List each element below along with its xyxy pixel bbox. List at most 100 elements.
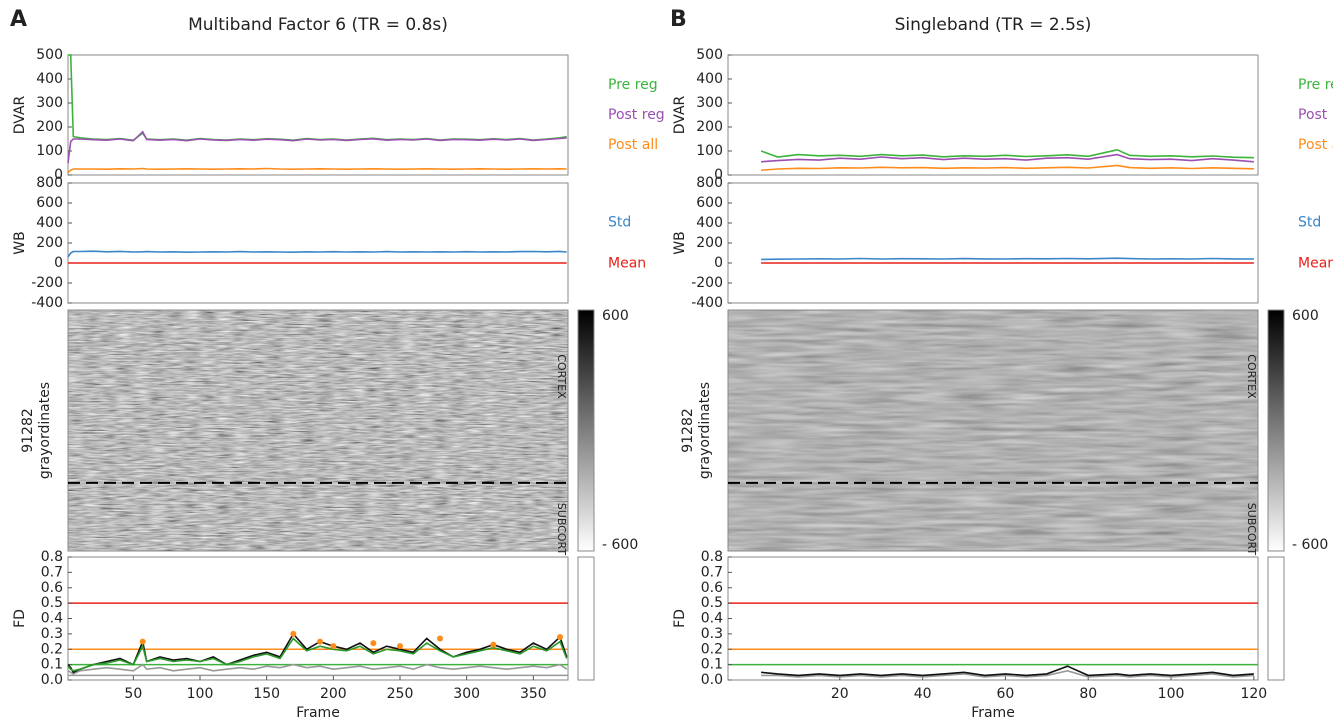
- y-axis-label: WB: [12, 231, 28, 254]
- data-line: [761, 665, 1254, 677]
- y-tick-label: 0.1: [701, 657, 723, 673]
- legend-entry: Mean: [608, 256, 646, 272]
- y-tick-label: 200: [36, 119, 63, 135]
- y-tick-label: 0.0: [701, 672, 723, 688]
- x-tick-label: 60: [997, 686, 1015, 702]
- y-tick-label: 0.7: [41, 564, 63, 580]
- x-tick-label: 100: [1158, 686, 1185, 702]
- y-tick-label: 400: [36, 71, 63, 87]
- colorbar-tick-label: 600: [1292, 308, 1319, 324]
- panel-title: Singleband (TR = 2.5s): [895, 15, 1092, 35]
- y-tick-label: 300: [36, 95, 63, 111]
- legend-entry: Post reg: [608, 107, 665, 123]
- data-line: [67, 167, 567, 174]
- y-tick-label: 200: [36, 235, 63, 251]
- panel-label: B: [670, 7, 687, 32]
- colorbar-tick-label: - 600: [602, 537, 638, 553]
- x-tick-label: 40: [914, 686, 932, 702]
- y-axis-label: WB: [672, 231, 688, 254]
- data-line: [67, 130, 567, 164]
- plot-frame: [727, 556, 1259, 681]
- y-tick-label: 0: [54, 255, 63, 271]
- y-axis-label: DVAR: [672, 95, 688, 134]
- y-tick-label: -200: [31, 275, 63, 291]
- y-tick-label: 800: [696, 175, 723, 191]
- x-tick-label: 100: [187, 686, 214, 702]
- colorbar-tick-label: 600: [602, 308, 629, 324]
- x-tick-label: 80: [1079, 686, 1097, 702]
- data-line: [761, 164, 1254, 171]
- y-tick-label: 0.0: [41, 672, 63, 688]
- peak-dot: [557, 633, 563, 640]
- y-tick-label: 600: [36, 195, 63, 211]
- y-tick-label: 0.7: [701, 564, 723, 580]
- x-tick-label: 250: [387, 686, 414, 702]
- data-line: [67, 663, 568, 675]
- y-tick-label: 0.3: [41, 626, 63, 642]
- x-axis-label: Frame: [296, 705, 340, 721]
- data-line: [67, 637, 568, 672]
- peak-dot: [317, 638, 323, 645]
- y-tick-label: 400: [696, 71, 723, 87]
- colorbar: [577, 309, 595, 552]
- plot-frame: [67, 54, 569, 176]
- carpet-image: [728, 310, 1258, 551]
- legend-entry: Std: [608, 215, 631, 231]
- y-axis-label: DVAR: [12, 95, 28, 134]
- x-tick-label: 150: [253, 686, 280, 702]
- y-axis-label: FD: [672, 609, 688, 628]
- y-tick-label: 0: [714, 167, 723, 183]
- legend-entry: Mean: [1298, 256, 1333, 272]
- plot-frame: [67, 309, 569, 552]
- carpet-image: [68, 310, 568, 551]
- y-tick-label: 0.8: [701, 549, 723, 565]
- data-line: [761, 669, 1254, 678]
- x-tick-label: 300: [453, 686, 480, 702]
- x-tick-label: 350: [520, 686, 547, 702]
- y-axis-label: 91282: [680, 408, 696, 453]
- y-tick-label: 0.4: [41, 611, 63, 627]
- legend-entry: Post all: [1298, 137, 1333, 153]
- data-line: [761, 153, 1254, 163]
- y-tick-label: 800: [36, 175, 63, 191]
- plot-frame: [727, 182, 1259, 304]
- y-tick-label: 400: [36, 215, 63, 231]
- legend-entry: Pre reg: [1298, 77, 1333, 93]
- y-tick-label: 0.2: [41, 641, 63, 657]
- y-tick-label: 100: [36, 143, 63, 159]
- y-axis-label: grayordinates: [697, 382, 713, 479]
- legend-entry: Std: [1298, 215, 1321, 231]
- y-tick-label: 500: [696, 47, 723, 63]
- data-line: [67, 250, 567, 258]
- x-axis-label: Frame: [971, 705, 1015, 721]
- peak-dot: [397, 643, 403, 650]
- y-tick-label: 200: [696, 119, 723, 135]
- region-label: SUBCORT: [555, 503, 568, 556]
- plot-frame: [67, 182, 569, 304]
- x-tick-label: 120: [1240, 686, 1267, 702]
- x-tick-label: 20: [831, 686, 849, 702]
- peak-dot: [370, 640, 377, 647]
- y-tick-label: 0.5: [41, 595, 63, 611]
- y-tick-label: 0.1: [41, 657, 63, 673]
- y-tick-label: 0.3: [701, 626, 723, 642]
- peak-dot: [290, 630, 297, 637]
- peak-dot: [330, 643, 337, 650]
- y-tick-label: -400: [31, 295, 63, 311]
- panel-title: Multiband Factor 6 (TR = 0.8s): [188, 15, 448, 35]
- region-label: SUBCORT: [1245, 503, 1258, 556]
- data-line: [761, 257, 1254, 261]
- y-tick-label: 400: [696, 215, 723, 231]
- peak-dot: [490, 641, 497, 648]
- y-axis-label: grayordinates: [37, 382, 53, 479]
- y-tick-label: 600: [696, 195, 723, 211]
- fd-histogram-box: [1267, 556, 1285, 681]
- y-tick-label: -400: [691, 295, 723, 311]
- colorbar: [1267, 309, 1285, 552]
- peak-dot: [437, 635, 443, 642]
- y-tick-label: 100: [696, 143, 723, 159]
- plot-frame: [727, 309, 1259, 552]
- panel-label: A: [10, 7, 27, 32]
